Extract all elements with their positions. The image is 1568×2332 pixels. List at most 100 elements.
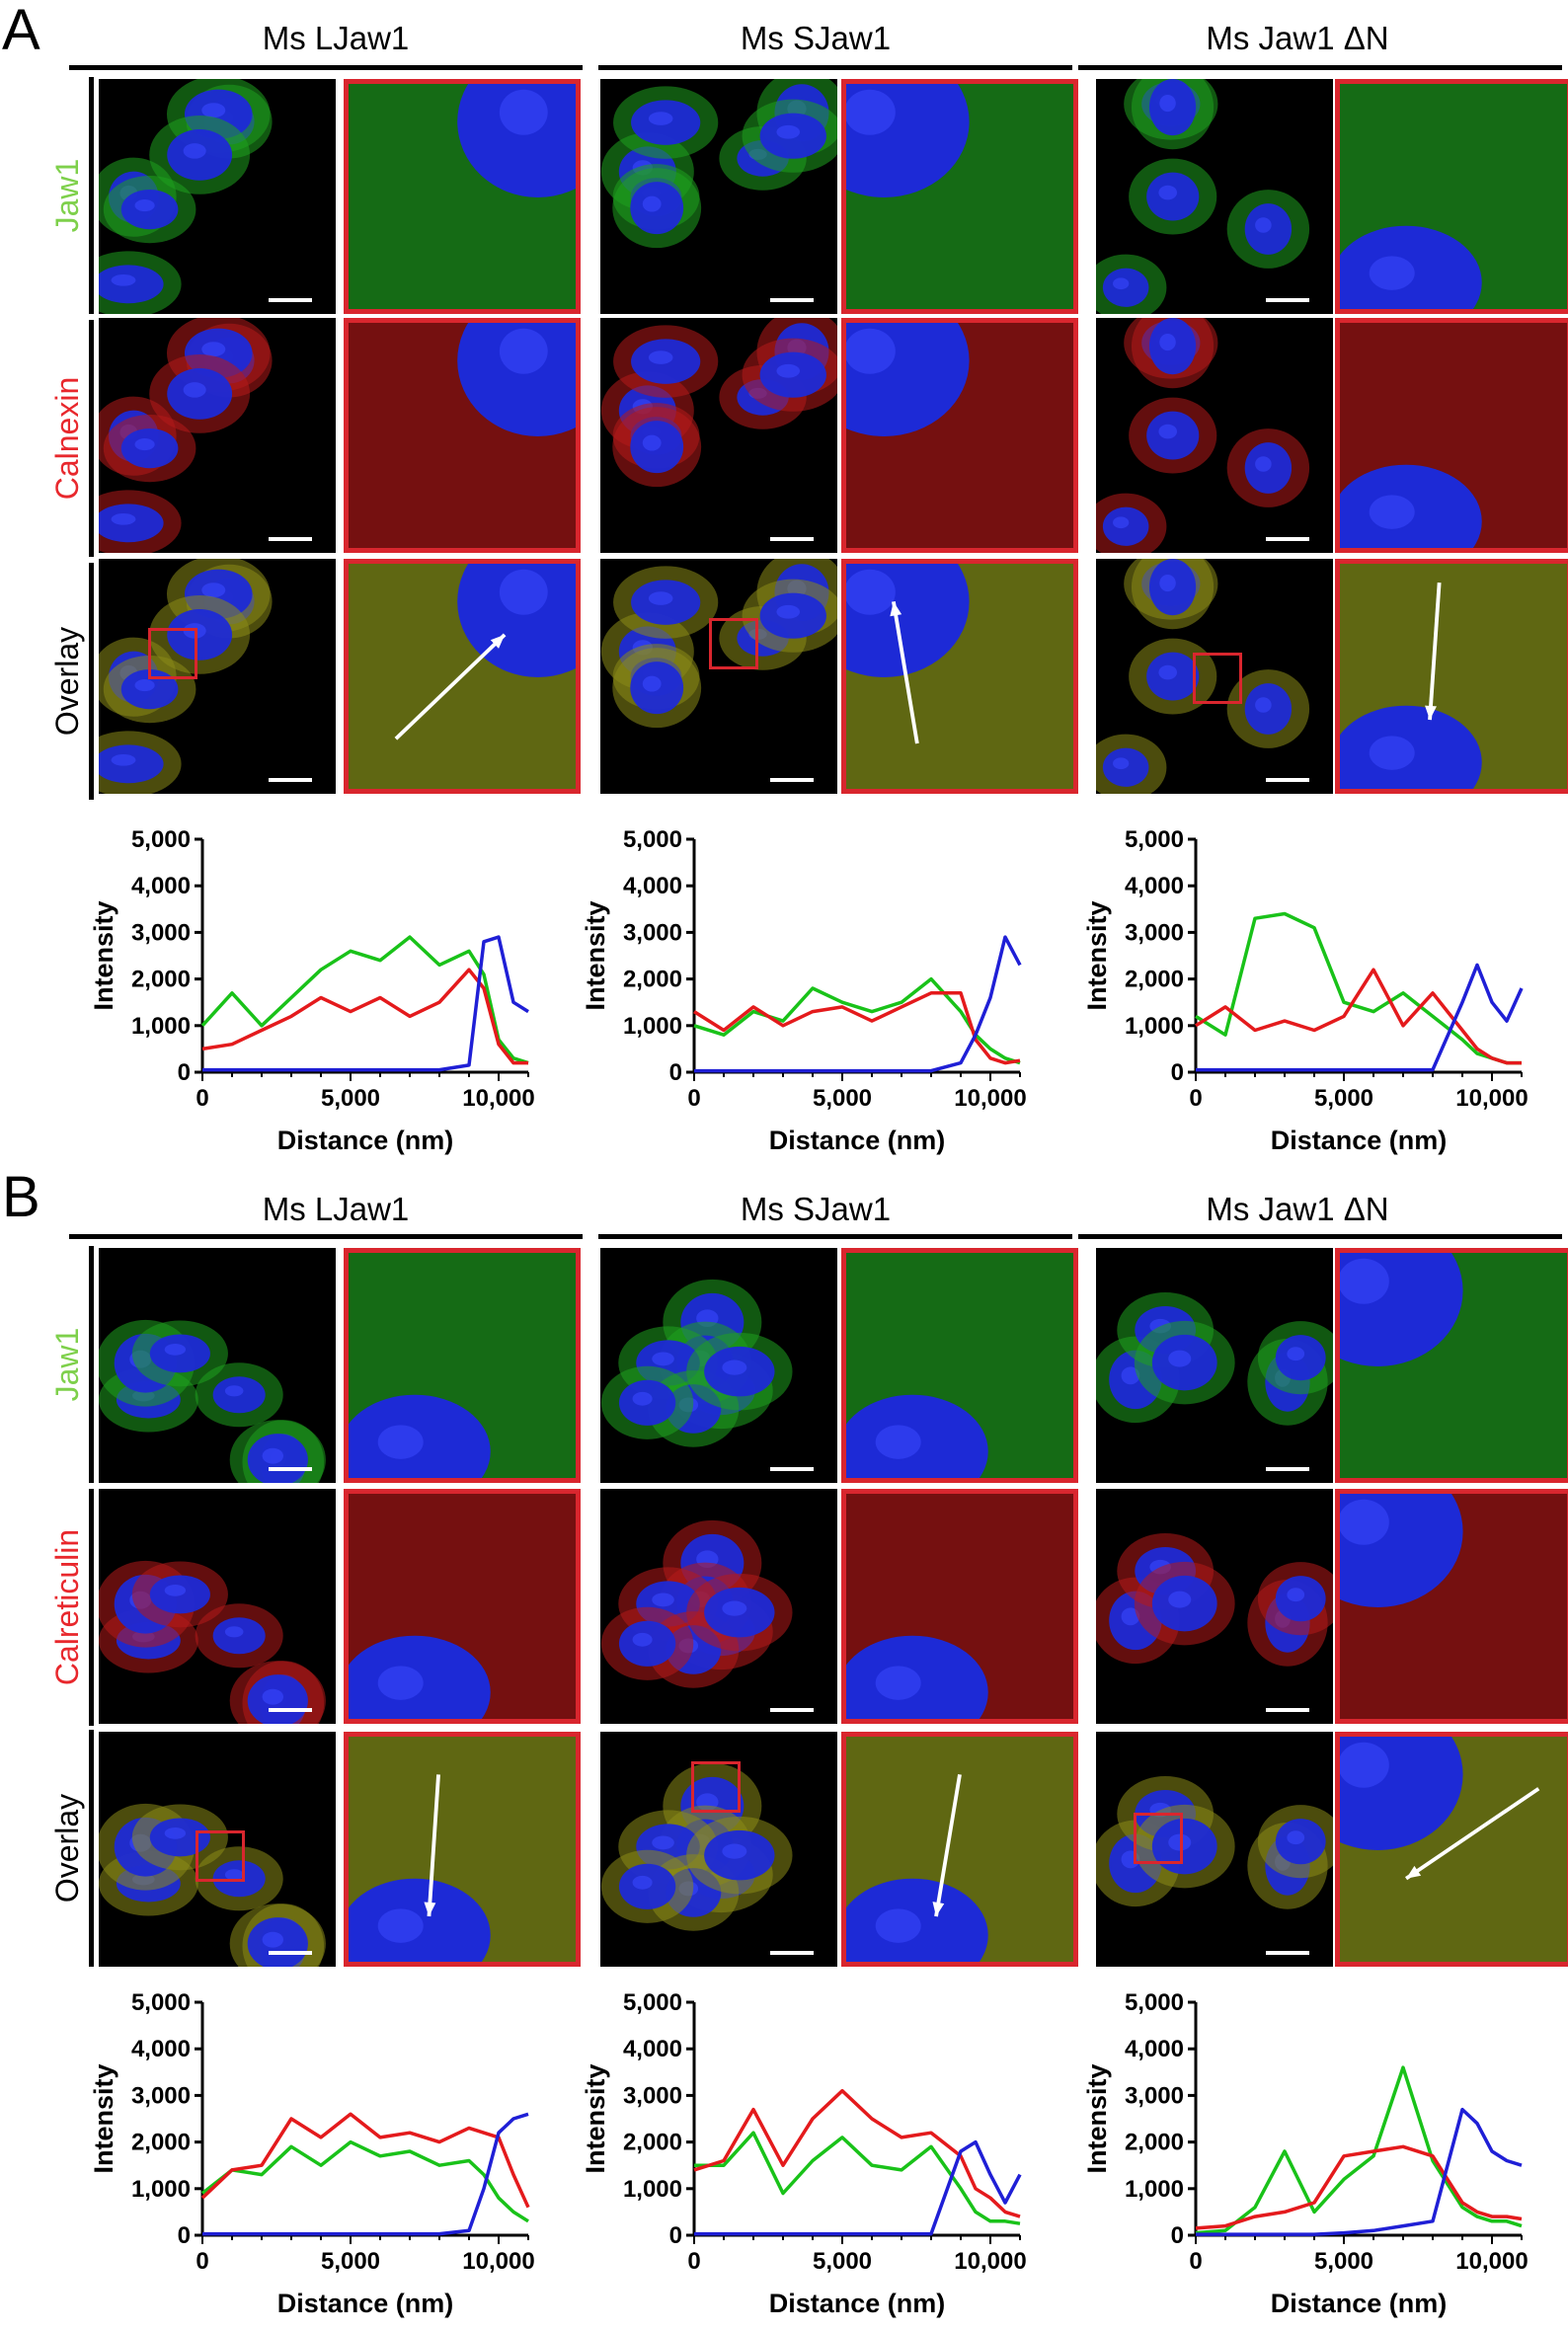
scale-bar bbox=[1266, 1467, 1309, 1471]
x-tick-label: 10,000 bbox=[954, 1085, 1026, 1112]
roi-box bbox=[709, 618, 758, 669]
y-tick-label: 5,000 bbox=[131, 1989, 191, 2016]
micrograph-a-red-1 bbox=[99, 318, 336, 553]
x-axis-label: Distance (nm) bbox=[277, 2289, 454, 2318]
y-axis-label: Intensity bbox=[1082, 900, 1112, 1010]
zoom-a-green-1 bbox=[344, 79, 581, 314]
scale-bar bbox=[269, 1951, 312, 1955]
series-line-1 bbox=[693, 976, 1021, 1065]
y-tick-label: 2,000 bbox=[131, 967, 191, 993]
micrograph-b-overlay-3 bbox=[1096, 1732, 1333, 1967]
micrograph-b-green-2 bbox=[600, 1248, 837, 1483]
series-line-1 bbox=[1195, 2065, 1523, 2235]
y-tick-label: 4,000 bbox=[1125, 2036, 1184, 2062]
y-tick-label: 0 bbox=[178, 1059, 191, 1086]
profile-chart-b-2: 0 1,000 2,000 3,000 4,000 5,000 0 5,000 10,000 Di… bbox=[571, 1988, 1045, 2324]
micrograph-b-red-1 bbox=[99, 1489, 336, 1724]
y-tick-label: 1,000 bbox=[623, 1013, 682, 1040]
x-axis-label: Distance (nm) bbox=[1271, 1126, 1448, 1155]
row-label-a-overlay: Overlay bbox=[49, 626, 85, 737]
y-tick-label: 0 bbox=[669, 2222, 682, 2249]
scale-bar bbox=[1266, 778, 1309, 782]
row-label-b-overlay: Overlay bbox=[49, 1793, 85, 1904]
x-axis-label: Distance (nm) bbox=[1271, 2289, 1448, 2318]
roi-box bbox=[1193, 653, 1242, 704]
series-line-2 bbox=[1195, 968, 1522, 1065]
y-tick-label: 0 bbox=[1171, 1059, 1184, 1086]
x-tick-label: 5,000 bbox=[321, 1085, 380, 1112]
y-tick-label: 4,000 bbox=[623, 2036, 682, 2062]
x-tick-label: 5,000 bbox=[813, 1085, 872, 1112]
y-tick-label: 1,000 bbox=[623, 2176, 682, 2203]
column-underline-a-3 bbox=[1078, 65, 1562, 70]
row-label-b-jaw1: Jaw1 bbox=[49, 1327, 85, 1402]
x-tick-label: 10,000 bbox=[462, 2248, 534, 2275]
row-label-b-calreticulin: Calreticulin bbox=[49, 1528, 85, 1686]
zoom-a-overlay-2 bbox=[841, 559, 1078, 794]
y-tick-label: 5,000 bbox=[131, 826, 191, 853]
roi-box bbox=[196, 1830, 245, 1882]
row-bar-a-overlay bbox=[89, 563, 94, 800]
x-tick-label: 0 bbox=[196, 1085, 208, 1112]
zoom-b-overlay-2 bbox=[841, 1732, 1078, 1967]
y-axis-label: Intensity bbox=[89, 2063, 118, 2173]
zoom-a-green-2 bbox=[841, 79, 1078, 314]
scale-bar bbox=[770, 1951, 814, 1955]
row-bar-b-calreticulin bbox=[89, 1489, 94, 1726]
zoom-b-red-2 bbox=[841, 1489, 1078, 1724]
x-axis-label: Distance (nm) bbox=[769, 1126, 946, 1155]
micrograph-a-green-1 bbox=[99, 79, 336, 314]
y-axis-label: Intensity bbox=[1082, 2063, 1112, 2173]
x-tick-label: 5,000 bbox=[1314, 2248, 1373, 2275]
series-line-2 bbox=[693, 2088, 1021, 2218]
micrograph-a-red-3 bbox=[1096, 318, 1333, 553]
column-underline-b-3 bbox=[1078, 1234, 1562, 1239]
y-axis-label: Intensity bbox=[581, 2063, 610, 2173]
y-tick-label: 4,000 bbox=[131, 873, 191, 899]
series-line-1 bbox=[200, 2139, 529, 2223]
scale-bar bbox=[269, 537, 312, 541]
micrograph-b-overlay-2 bbox=[600, 1732, 837, 1967]
y-tick-label: 4,000 bbox=[131, 2036, 191, 2062]
y-tick-label: 3,000 bbox=[1125, 919, 1184, 946]
x-tick-label: 5,000 bbox=[813, 2248, 872, 2275]
zoom-b-red-1 bbox=[344, 1489, 581, 1724]
y-tick-label: 5,000 bbox=[1125, 826, 1184, 853]
y-tick-label: 0 bbox=[1171, 2222, 1184, 2249]
scale-bar bbox=[1266, 1708, 1309, 1712]
y-tick-label: 5,000 bbox=[623, 1989, 682, 2016]
micrograph-a-overlay-1 bbox=[99, 559, 336, 794]
series-line-3 bbox=[1196, 2107, 1523, 2236]
y-tick-label: 1,000 bbox=[131, 1013, 191, 1040]
series-line-2 bbox=[693, 991, 1021, 1065]
roi-box bbox=[148, 628, 197, 679]
zoom-a-green-3 bbox=[1335, 79, 1568, 314]
scale-bar bbox=[770, 1708, 814, 1712]
panel-letter-a: A bbox=[2, 0, 40, 62]
y-tick-label: 2,000 bbox=[1125, 2130, 1184, 2156]
y-tick-label: 1,000 bbox=[1125, 2176, 1184, 2203]
x-tick-label: 5,000 bbox=[321, 2248, 380, 2275]
column-title-a-2: Ms SJaw1 bbox=[740, 20, 892, 56]
y-tick-label: 3,000 bbox=[131, 919, 191, 946]
y-tick-label: 2,000 bbox=[1125, 967, 1184, 993]
column-title-b-1: Ms LJaw1 bbox=[262, 1191, 410, 1227]
micrograph-b-green-3 bbox=[1096, 1248, 1333, 1483]
x-tick-label: 10,000 bbox=[462, 1085, 534, 1112]
column-underline-a-2 bbox=[598, 65, 1072, 70]
micrograph-b-red-3 bbox=[1096, 1489, 1333, 1724]
series-line-2 bbox=[1195, 2144, 1523, 2230]
profile-chart-a-3: 0 1,000 2,000 3,000 4,000 5,000 0 5,000 10,000 Di… bbox=[1072, 825, 1546, 1161]
zoom-a-overlay-1 bbox=[344, 559, 581, 794]
row-bar-b-jaw1 bbox=[89, 1246, 94, 1483]
roi-box bbox=[1134, 1813, 1183, 1864]
zoom-b-overlay-1 bbox=[344, 1732, 581, 1967]
panel-letter-b: B bbox=[2, 1165, 40, 1229]
y-tick-label: 5,000 bbox=[1125, 1989, 1184, 2016]
zoom-a-red-2 bbox=[841, 318, 1078, 553]
y-tick-label: 0 bbox=[178, 2222, 191, 2249]
profile-chart-a-2: 0 1,000 2,000 3,000 4,000 5,000 0 5,000 10,000 Di… bbox=[571, 825, 1045, 1161]
column-underline-b-1 bbox=[69, 1234, 583, 1239]
y-axis-label: Intensity bbox=[89, 900, 118, 1010]
y-tick-label: 3,000 bbox=[623, 2082, 682, 2109]
